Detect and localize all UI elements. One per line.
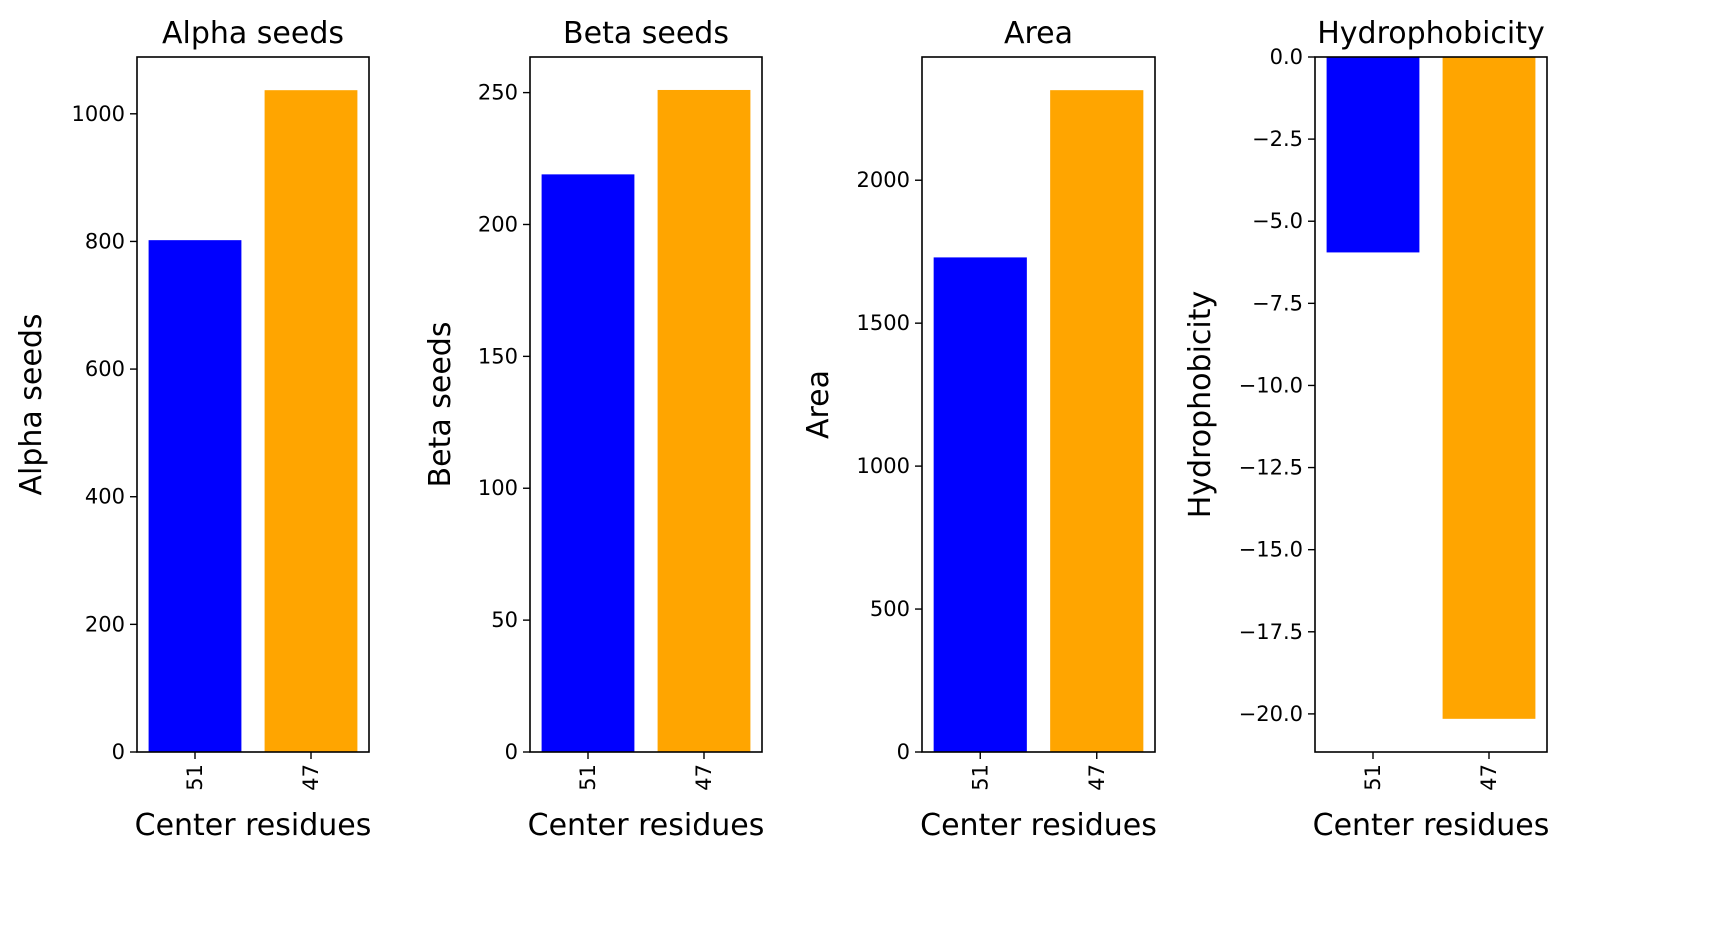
y-tick-label: 1000 [857,454,910,478]
y-tick-label: 500 [870,597,910,621]
y-tick-label: −7.5 [1252,291,1303,315]
y-axis-label: Area [801,370,836,439]
x-axis-label: Center residues [135,808,372,843]
y-tick-label: −2.5 [1252,127,1303,151]
chart-panel-2: 0 50 100 150 200 250 51 47 Beta seeds Center resi… [423,16,764,843]
y-tick-label: 0.0 [1270,45,1303,69]
chart-panel-1: 0 200 400 600 800 1000 51 47 Alpha seeds Center r… [14,16,371,843]
bar-51 [1326,57,1420,253]
axes-frame [529,56,763,753]
x-tick-label: 47 [1085,764,1109,791]
y-tick-label: 100 [478,476,518,500]
bar-47 [657,89,751,752]
bar-47 [1050,90,1144,752]
x-tick-label: 51 [576,764,600,791]
bar-51 [148,240,242,752]
x-tick-label: 47 [299,764,323,791]
y-axis-label: Beta seeds [423,322,458,488]
x-axis-label: Center residues [1313,808,1550,843]
chart-panel-4: 0.0 −2.5 −5.0 −7.5 −10.0 −12.5 −15.0 −17.5 −20.0… [1183,16,1549,843]
y-tick-label: 150 [478,344,518,368]
y-tick-label: 200 [478,212,518,236]
y-tick-label: 600 [85,357,125,381]
bar-47 [264,90,358,753]
y-tick-label: −5.0 [1252,209,1303,233]
chart-title: Beta seeds [563,16,729,51]
axes-frame [921,56,1156,753]
axes-frame [1314,56,1548,753]
y-tick-label: 0 [897,740,910,764]
x-tick-label: 47 [692,764,716,791]
x-tick-label: 47 [1477,764,1501,791]
x-axis-label: Center residues [528,808,765,843]
bar-51 [541,174,635,752]
x-tick-label: 51 [183,764,207,791]
chart-title: Hydrophobicity [1317,16,1545,51]
y-tick-label: 50 [491,608,518,632]
y-tick-label: 200 [85,612,125,636]
y-tick-label: −12.5 [1239,456,1303,480]
y-tick-label: −15.0 [1239,538,1303,562]
y-tick-label: 800 [85,229,125,253]
bar-47 [1442,57,1536,719]
x-tick-label: 51 [1361,764,1385,791]
chart-panel-3: 0 500 1000 1500 2000 51 47 Area Center residues A… [801,16,1157,843]
y-tick-label: 250 [478,81,518,105]
chart-title: Area [1004,16,1073,51]
x-axis-label: Center residues [920,808,1157,843]
x-tick-label: 51 [968,764,992,791]
y-tick-label: −10.0 [1239,373,1303,397]
y-tick-label: 0 [505,740,518,764]
y-axis-label: Alpha seeds [14,313,49,495]
y-tick-label: 2000 [857,168,910,192]
axes-frame [136,56,370,753]
chart-title: Alpha seeds [162,16,344,51]
bar-51 [933,257,1027,752]
y-tick-label: 1500 [857,311,910,335]
y-tick-label: −17.5 [1239,620,1303,644]
y-tick-label: 0 [112,740,125,764]
y-tick-label: 400 [85,485,125,509]
y-tick-label: −20.0 [1239,702,1303,726]
y-tick-label: 1000 [72,102,125,126]
y-axis-label: Hydrophobicity [1183,291,1218,519]
